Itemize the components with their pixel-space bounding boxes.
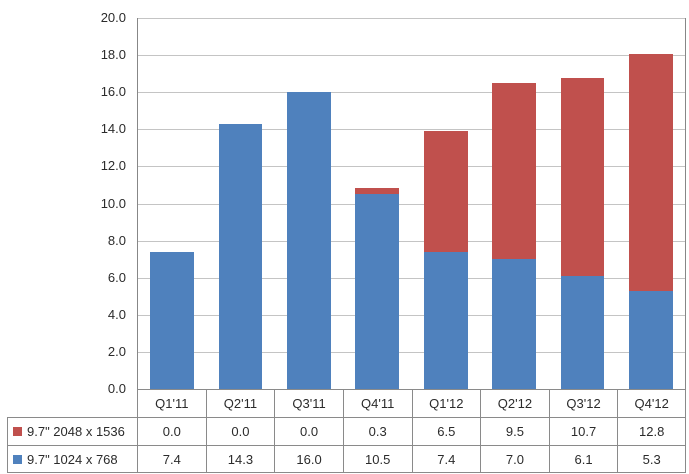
legend-swatch-icon: [13, 454, 22, 464]
value-cell: 5.3: [617, 445, 686, 473]
bar-segment-2048x1536: [560, 78, 605, 276]
bar-segment-2048x1536: [355, 188, 400, 194]
bar-segment-1024x768: [492, 259, 536, 389]
value-cell: 14.3: [205, 445, 275, 473]
bar-segment-2048x1536: [423, 131, 468, 252]
bars-layer: [138, 18, 685, 389]
value-cell: 16.0: [274, 445, 343, 473]
category-cell: Q3'12: [548, 389, 618, 417]
y-axis-label: 16.0: [100, 84, 126, 100]
bar-column: [548, 18, 616, 389]
legend-label: 9.7" 1024 x 768: [27, 451, 118, 467]
bar-column: [412, 18, 480, 389]
y-axis-label: 0.0: [107, 381, 126, 396]
value-cell: 0.0: [205, 417, 275, 445]
bar-segment-1024x768: [355, 194, 400, 389]
y-axis-label: 6.0: [107, 269, 126, 285]
value-cell: 7.0: [480, 445, 549, 473]
stacked-bar: [560, 78, 605, 389]
legend-cell: 9.7" 1024 x 768: [7, 445, 137, 473]
y-axis-label: 10.0: [100, 195, 126, 211]
value-cell: 10.5: [342, 445, 412, 473]
y-axis-label: 20.0: [100, 10, 126, 25]
gridline: [138, 129, 685, 131]
value-cell: 7.4: [137, 445, 206, 473]
stacked-bar: [355, 188, 400, 389]
category-cell: Q1'11: [137, 389, 206, 417]
gridline: [138, 314, 685, 316]
gridline: [138, 166, 685, 168]
bar-segment-1024x768: [628, 291, 673, 389]
stacked-bar: [423, 131, 468, 389]
gridline: [138, 55, 685, 57]
gridline: [138, 277, 685, 279]
bar-column: [343, 18, 411, 389]
legend-swatch-icon: [13, 427, 22, 436]
category-cell: Q3'11: [274, 389, 343, 417]
value-cell: 0.0: [274, 417, 343, 445]
stacked-bar: [218, 124, 263, 389]
gridline: [138, 18, 685, 19]
bar-segment-1024x768: [218, 124, 263, 389]
value-cell: 0.3: [342, 417, 412, 445]
value-cell: 12.8: [617, 417, 686, 445]
gridline: [138, 240, 685, 242]
category-cell: Q4'11: [342, 389, 412, 417]
y-axis-label: 14.0: [100, 121, 126, 137]
legend-label: 9.7" 2048 x 1536: [27, 424, 125, 439]
value-cell: 0.0: [137, 417, 206, 445]
value-cell: 9.5: [480, 417, 549, 445]
table-corner-blank: [7, 389, 137, 417]
bar-column: [206, 18, 274, 389]
bar-column: [617, 18, 685, 389]
stacked-bar: [628, 54, 673, 389]
y-axis-label: 12.0: [100, 158, 126, 174]
stacked-bar: [287, 92, 331, 389]
bar-segment-1024x768: [150, 252, 195, 389]
category-cell: Q4'12: [617, 389, 686, 417]
gridline: [138, 92, 685, 94]
value-cell: 7.4: [411, 445, 481, 473]
legend-cell: 9.7" 2048 x 1536: [7, 417, 137, 445]
category-cell: Q2'12: [480, 389, 549, 417]
bar-segment-2048x1536: [628, 54, 673, 291]
y-axis-label: 8.0: [107, 232, 126, 248]
bar-segment-2048x1536: [492, 83, 536, 259]
stacked-bar: [492, 83, 536, 389]
bar-column: [275, 18, 343, 389]
stacked-bar: [150, 252, 195, 389]
value-cell: 6.1: [548, 445, 618, 473]
data-table: Q1'11 Q2'11 Q3'11 Q4'11 Q1'12 Q2'12 Q3'12 Q4'12…: [7, 389, 686, 473]
bar-segment-1024x768: [423, 252, 468, 389]
bar-column: [480, 18, 548, 389]
gridline: [138, 203, 685, 205]
y-axis-label: 18.0: [100, 47, 126, 63]
y-axis-label: 4.0: [107, 306, 126, 322]
bar-column: [138, 18, 206, 389]
bar-segment-1024x768: [287, 92, 331, 389]
gridline: [138, 351, 685, 353]
plot-area: [137, 18, 686, 389]
y-axis: 0.0 2.0 4.0 6.0 8.0 10.0 12.0 14.0 16.0 18.0 20.0: [0, 0, 126, 396]
value-cell: 6.5: [411, 417, 481, 445]
category-cell: Q2'11: [205, 389, 275, 417]
y-axis-label: 2.0: [107, 343, 126, 359]
category-cell: Q1'12: [411, 389, 481, 417]
bar-segment-1024x768: [560, 276, 605, 389]
value-cell: 10.7: [548, 417, 618, 445]
